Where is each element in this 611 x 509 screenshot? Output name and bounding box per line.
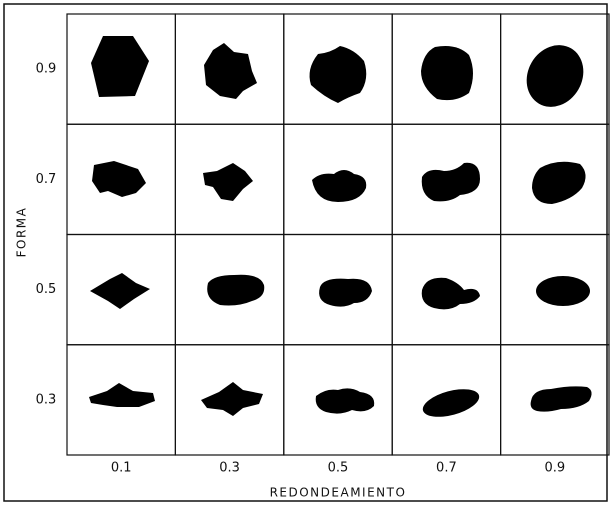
- grid: [66, 13, 610, 456]
- grain: [91, 36, 149, 97]
- grain: [526, 45, 584, 107]
- grain: [89, 383, 155, 407]
- cell: [500, 344, 610, 456]
- grain: [315, 388, 375, 414]
- grain: [309, 46, 367, 103]
- row-label: 0.5: [36, 282, 57, 297]
- row-label: 0.9: [36, 62, 57, 77]
- grain: [536, 276, 590, 306]
- grain: [530, 386, 592, 412]
- grain: [92, 161, 146, 197]
- column-label: 0.1: [111, 461, 132, 476]
- grain: [90, 273, 150, 309]
- column-label: 0.5: [328, 461, 349, 476]
- grain: [421, 46, 473, 101]
- column-label: 0.7: [436, 461, 457, 476]
- grains: [89, 36, 592, 417]
- column-label: 0.9: [544, 461, 565, 476]
- grain: [319, 278, 372, 307]
- grain: [204, 43, 257, 99]
- grain: [532, 161, 586, 204]
- grain: [207, 274, 265, 306]
- frame: [3, 3, 608, 502]
- x-axis-title: REDONDEAMIENTO: [270, 486, 407, 500]
- row-label: 0.7: [36, 172, 57, 187]
- grain: [422, 389, 480, 417]
- grain: [201, 382, 263, 416]
- y-axis-title: FORMA: [15, 207, 29, 258]
- grain: [421, 277, 480, 310]
- grain: [421, 162, 480, 202]
- row-label: 0.3: [36, 392, 57, 407]
- grain: [203, 163, 253, 201]
- grain: [312, 170, 367, 202]
- column-label: 0.3: [219, 461, 240, 476]
